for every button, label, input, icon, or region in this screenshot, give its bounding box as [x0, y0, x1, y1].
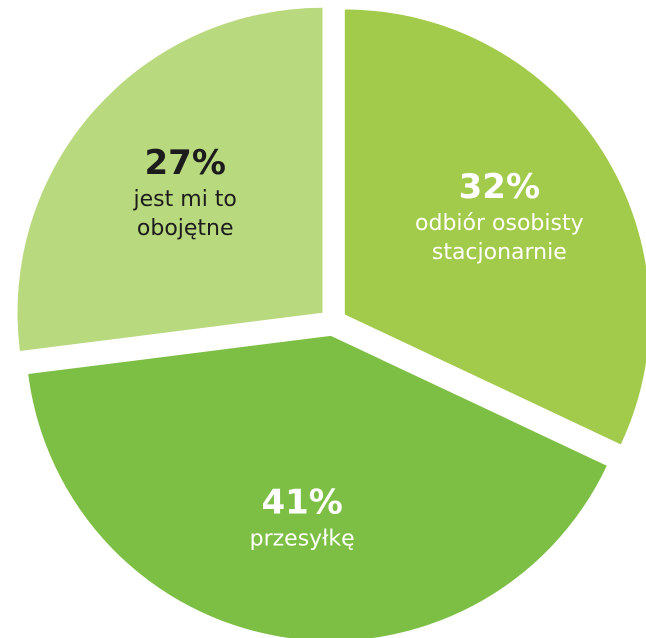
- category-label: odbiór osobisty stacjonarnie: [409, 209, 589, 267]
- category-label: przesyłkę: [212, 524, 392, 553]
- value-label: 27%: [95, 141, 275, 185]
- slice-label: 41%przesyłkę: [212, 480, 392, 553]
- slice-label: 32%odbiór osobisty stacjonarnie: [409, 165, 589, 267]
- slice-label: 27%jest mi to obojętne: [95, 141, 275, 243]
- category-label: jest mi to obojętne: [95, 185, 275, 243]
- value-label: 41%: [212, 480, 392, 524]
- value-label: 32%: [409, 165, 589, 209]
- chart: 32%odbiór osobisty stacjonarnie 41%przesy…: [0, 0, 646, 638]
